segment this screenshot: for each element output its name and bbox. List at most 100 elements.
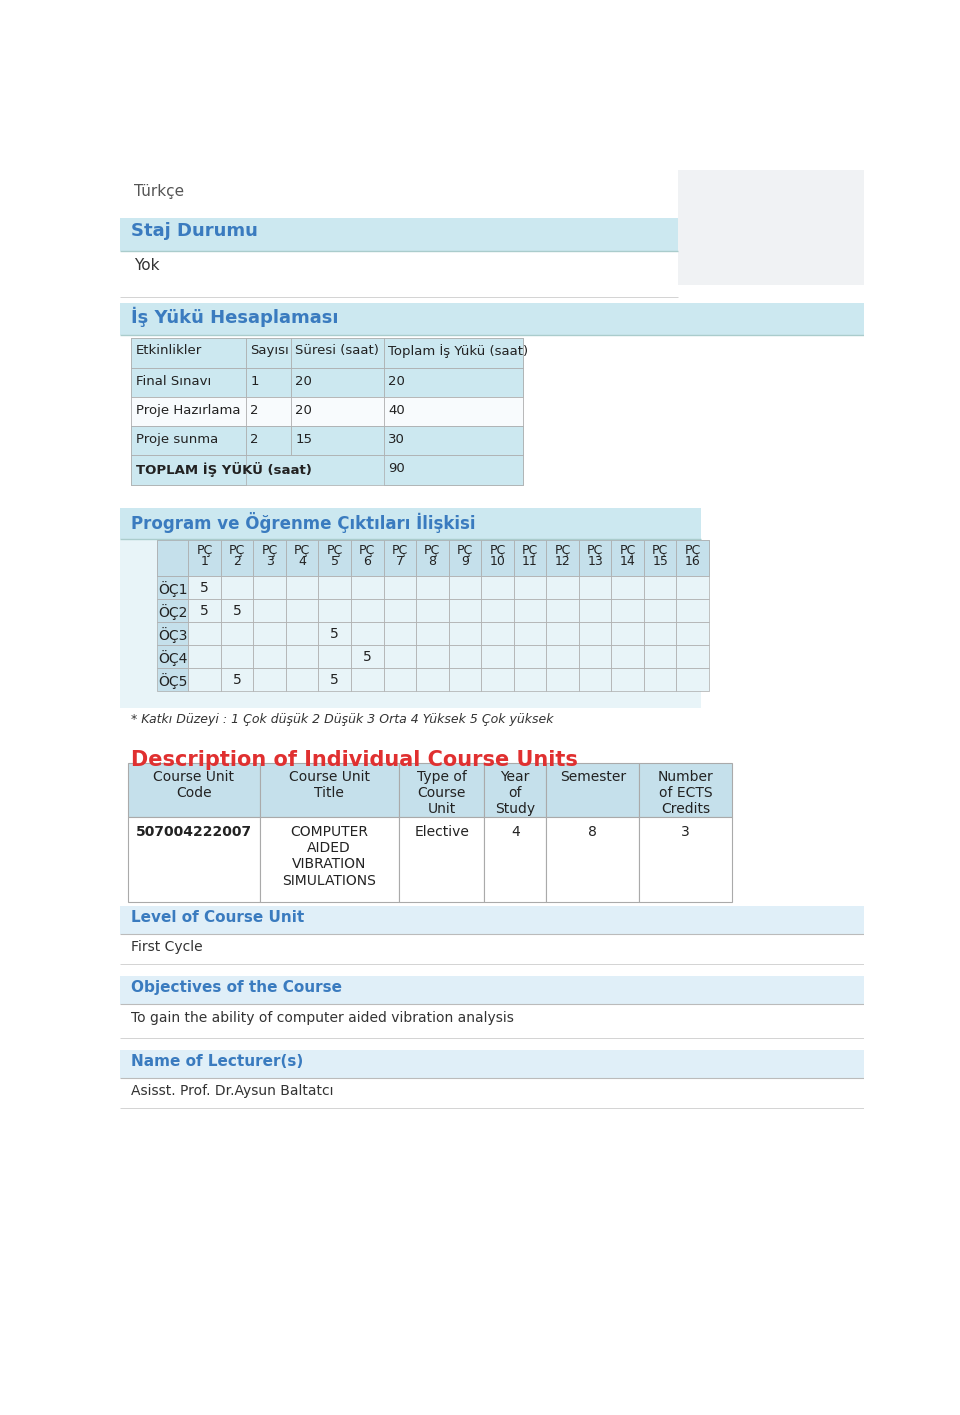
Bar [188,599,221,621]
Bar [678,170,864,286]
Bar [120,976,864,1003]
Bar [579,668,612,691]
Text: PÇ: PÇ [490,543,506,558]
Bar [319,541,351,576]
Bar [612,621,644,645]
Bar [131,398,523,426]
Bar [131,368,523,398]
Text: 20: 20 [388,375,405,388]
Text: PÇ: PÇ [522,543,539,558]
Text: 4: 4 [511,825,519,839]
Text: To gain the ability of computer aided vibration analysis: To gain the ability of computer aided vi… [131,1012,514,1026]
Text: Türkçe: Türkçe [134,184,184,198]
Text: 13: 13 [588,555,603,567]
Bar [157,645,188,668]
Bar [546,621,579,645]
Text: Staj Durumu: Staj Durumu [131,222,257,241]
Bar [131,398,246,426]
Bar [351,621,383,645]
Bar [157,541,709,576]
Bar [188,668,221,691]
Text: 90: 90 [388,463,405,475]
Bar [416,621,448,645]
Bar [579,599,612,621]
Text: 5: 5 [200,582,209,594]
Bar [131,368,246,398]
Text: 3: 3 [682,825,690,839]
Bar [120,508,701,708]
Text: 11: 11 [522,555,538,567]
Bar [514,576,546,599]
Text: PÇ: PÇ [424,543,441,558]
Bar [612,541,644,576]
Text: ÖÇ3: ÖÇ3 [158,627,187,644]
Text: 5: 5 [363,651,372,664]
Bar [286,541,319,576]
Bar [120,1003,864,1039]
Bar [120,1050,864,1078]
Bar [128,818,259,903]
Text: PÇ: PÇ [587,543,603,558]
Bar [484,764,546,818]
Bar [639,764,732,818]
Bar [383,645,416,668]
Bar [481,645,514,668]
Text: Name of Lecturer(s): Name of Lecturer(s) [131,1054,303,1068]
Text: 15: 15 [295,433,312,446]
Text: PÇ: PÇ [294,543,310,558]
Bar [131,456,246,485]
Bar [253,576,286,599]
Bar [481,668,514,691]
Text: Proje Hazırlama: Proje Hazırlama [135,403,240,417]
Bar [120,906,864,934]
Bar [448,541,481,576]
Bar [416,541,448,576]
Text: 7: 7 [396,555,404,567]
Bar [383,398,523,426]
Text: Objectives of the Course: Objectives of the Course [131,979,342,995]
Bar [253,668,286,691]
Bar [131,338,523,368]
Text: 40: 40 [388,403,405,417]
Bar [120,1078,864,1108]
Bar [291,338,383,368]
Bar [131,456,523,485]
Bar [383,456,523,485]
Bar [351,668,383,691]
Text: Final Sınavı: Final Sınavı [135,375,211,388]
Bar [481,576,514,599]
Bar [677,645,709,668]
Bar [246,426,291,456]
Bar [221,621,253,645]
Bar [188,541,221,576]
Text: PÇ: PÇ [684,543,701,558]
Bar [448,645,481,668]
Bar [120,934,864,965]
Bar [291,368,383,398]
Text: 2: 2 [251,403,258,417]
Bar [514,541,546,576]
Bar [644,668,677,691]
Text: 3: 3 [266,555,274,567]
Text: Course Unit
Code: Course Unit Code [154,770,234,799]
Bar [383,368,523,398]
Text: PÇ: PÇ [197,543,212,558]
Text: TOPLAM İŞ YÜKÜ (saat): TOPLAM İŞ YÜKÜ (saat) [135,463,311,477]
Bar [546,668,579,691]
Text: 1: 1 [251,375,258,388]
Bar [546,818,639,903]
Bar [286,599,319,621]
Text: PÇ: PÇ [457,543,473,558]
Text: ÖÇ2: ÖÇ2 [158,604,187,620]
Text: Asisst. Prof. Dr.Aysun Baltatcı: Asisst. Prof. Dr.Aysun Baltatcı [131,1084,333,1098]
Bar [351,599,383,621]
Bar [383,599,416,621]
Text: Semester: Semester [560,770,626,784]
Bar [319,576,351,599]
Bar [644,576,677,599]
Bar [221,645,253,668]
Bar [579,621,612,645]
Bar [677,668,709,691]
Bar [481,541,514,576]
Bar [416,599,448,621]
